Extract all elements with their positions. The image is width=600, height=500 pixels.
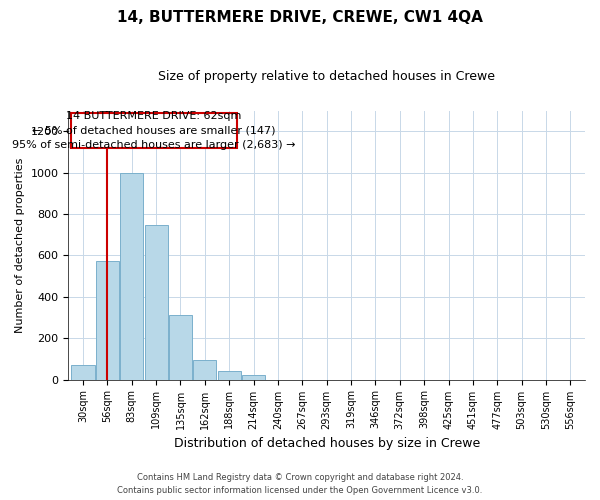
Bar [96,260,119,380]
Bar [145,226,168,380]
Text: 14 BUTTERMERE DRIVE: 62sqm
← 5% of detached houses are smaller (147)
95% of semi: 14 BUTTERMERE DRIVE: 62sqm ← 5% of detac… [12,111,296,150]
Bar [242,376,265,380]
Text: Contains HM Land Registry data © Crown copyright and database right 2024.
Contai: Contains HM Land Registry data © Crown c… [118,474,482,495]
Text: 14, BUTTERMERE DRIVE, CREWE, CW1 4QA: 14, BUTTERMERE DRIVE, CREWE, CW1 4QA [117,10,483,25]
X-axis label: Distribution of detached houses by size in Crewe: Distribution of detached houses by size … [173,437,480,450]
Bar [169,316,192,380]
Bar [193,360,217,380]
Bar [120,172,143,380]
Bar [218,371,241,380]
FancyBboxPatch shape [71,112,236,148]
Title: Size of property relative to detached houses in Crewe: Size of property relative to detached ho… [158,70,495,83]
Bar [71,365,95,380]
Y-axis label: Number of detached properties: Number of detached properties [15,158,25,333]
